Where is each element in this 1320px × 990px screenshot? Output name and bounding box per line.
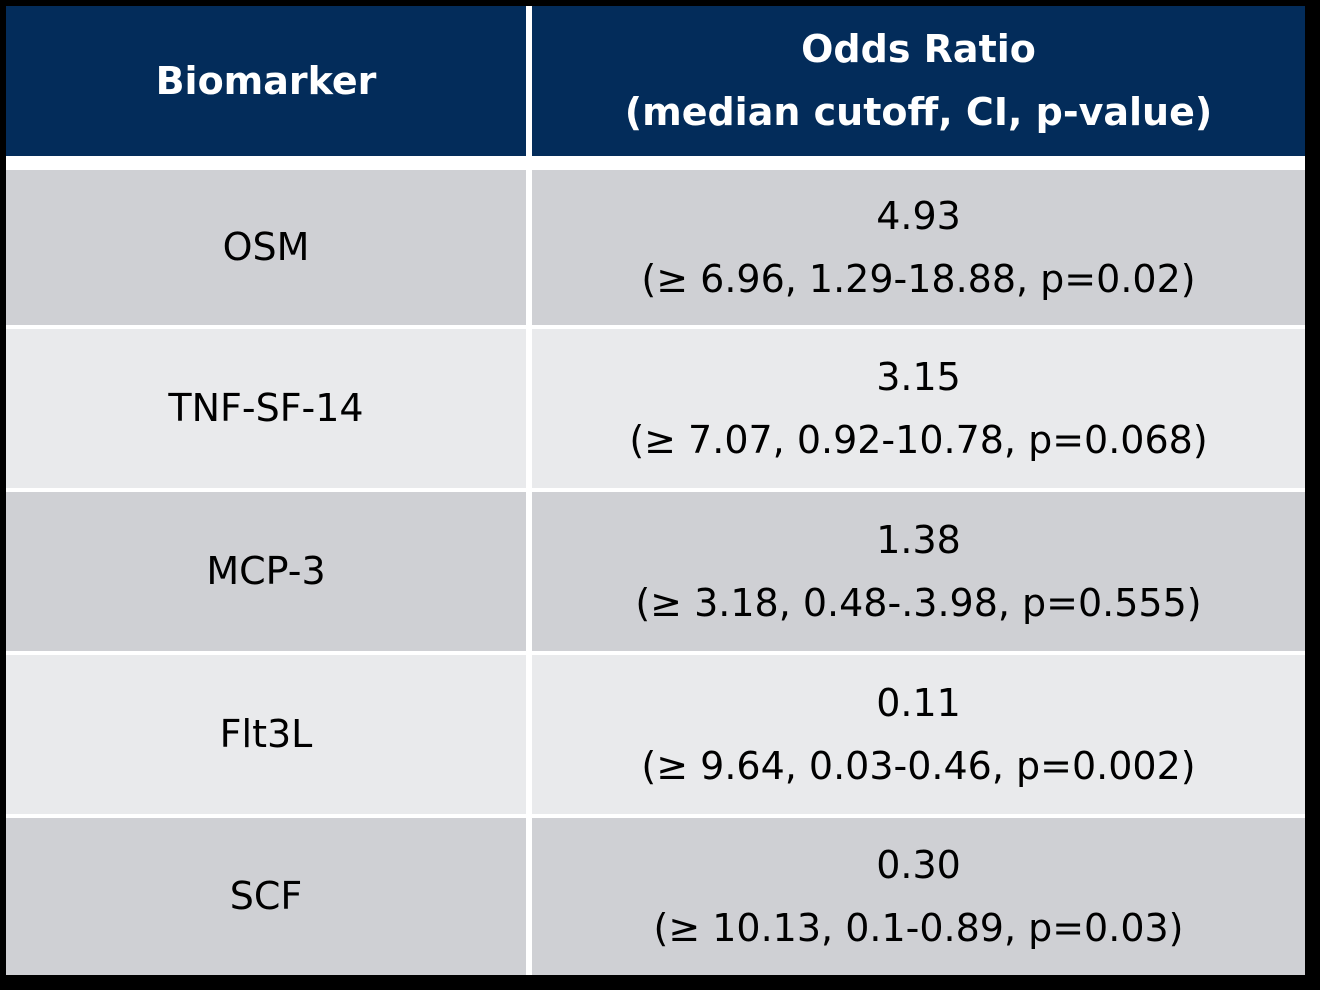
table-row-biomarker: TNF-SF-14 <box>6 329 526 488</box>
biomarker-name: TNF-SF-14 <box>168 386 364 430</box>
table-row-odds-ratio: 4.93 (≥ 6.96, 1.29-18.88, p=0.02) <box>532 170 1305 325</box>
table-row-odds-ratio: 0.30 (≥ 10.13, 0.1-0.89, p=0.03) <box>532 818 1305 975</box>
table-row-odds-ratio: 3.15 (≥ 7.07, 0.92-10.78, p=0.068) <box>532 329 1305 488</box>
odds-ratio-details: (≥ 10.13, 0.1-0.89, p=0.03) <box>653 905 1184 950</box>
odds-ratio-value: 4.93 <box>876 193 961 238</box>
biomarker-name: OSM <box>222 225 310 269</box>
header-biomarker-label: Biomarker <box>155 58 377 103</box>
odds-ratio-details: (≥ 9.64, 0.03-0.46, p=0.002) <box>641 743 1196 788</box>
odds-ratio-table: Biomarker Odds Ratio (median cutoff, CI,… <box>6 6 1305 975</box>
odds-ratio-value: 0.11 <box>876 680 961 725</box>
biomarker-name: Flt3L <box>219 712 313 756</box>
biomarker-name: MCP-3 <box>206 549 326 593</box>
odds-ratio-value: 3.15 <box>876 354 961 399</box>
table-row-biomarker: MCP-3 <box>6 492 526 651</box>
table-row-biomarker: SCF <box>6 818 526 975</box>
header-odds-ratio-title: Odds Ratio <box>801 27 1036 71</box>
biomarker-name: SCF <box>229 874 303 918</box>
header-odds-ratio: Odds Ratio (median cutoff, CI, p-value) <box>532 6 1305 156</box>
odds-ratio-details: (≥ 7.07, 0.92-10.78, p=0.068) <box>629 417 1208 462</box>
table-row-odds-ratio: 1.38 (≥ 3.18, 0.48-.3.98, p=0.555) <box>532 492 1305 651</box>
odds-ratio-value: 1.38 <box>876 517 961 562</box>
table-row-biomarker: Flt3L <box>6 655 526 814</box>
odds-ratio-value: 0.30 <box>876 842 961 887</box>
table-row-odds-ratio: 0.11 (≥ 9.64, 0.03-0.46, p=0.002) <box>532 655 1305 814</box>
header-biomarker: Biomarker <box>6 6 526 156</box>
header-odds-ratio-subtitle: (median cutoff, CI, p-value) <box>624 90 1213 134</box>
odds-ratio-details: (≥ 3.18, 0.48-.3.98, p=0.555) <box>635 580 1202 625</box>
odds-ratio-details: (≥ 6.96, 1.29-18.88, p=0.02) <box>641 256 1196 301</box>
table-row-biomarker: OSM <box>6 170 526 325</box>
